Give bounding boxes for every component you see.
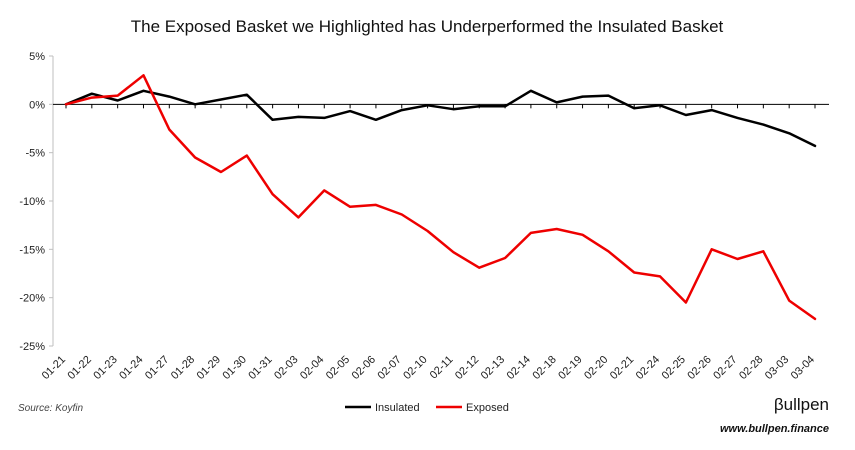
x-tick-label: 03-03 bbox=[763, 354, 791, 382]
source-note: Source: Koyfin bbox=[18, 403, 83, 414]
x-tick-label: 02-26 bbox=[685, 354, 713, 382]
series-line-insulated bbox=[64, 89, 817, 148]
x-tick-label: 02-14 bbox=[505, 354, 533, 382]
chart-title: The Exposed Basket we Highlighted has Un… bbox=[131, 17, 724, 36]
x-tick-label: 02-12 bbox=[453, 354, 481, 382]
legend-label-insulated: Insulated bbox=[375, 402, 420, 414]
x-axis: 01-2101-2201-2301-2401-2701-2801-2901-30… bbox=[40, 103, 829, 382]
x-tick-label: 03-04 bbox=[789, 354, 817, 382]
y-tick-label: -5% bbox=[25, 148, 45, 160]
x-tick-label: 01-22 bbox=[66, 354, 94, 382]
y-tick-label: 5% bbox=[29, 51, 45, 63]
y-tick-label: -10% bbox=[19, 196, 45, 208]
y-tick-label: -25% bbox=[19, 341, 45, 353]
x-tick-label: 02-06 bbox=[350, 354, 378, 382]
legend-label-exposed: Exposed bbox=[466, 402, 509, 414]
x-tick-label: 02-18 bbox=[530, 354, 558, 382]
x-tick-label: 02-11 bbox=[428, 354, 456, 382]
x-tick-label: 02-20 bbox=[582, 354, 610, 382]
x-tick-label: 02-03 bbox=[272, 354, 300, 382]
x-tick-label: 02-13 bbox=[479, 354, 507, 382]
x-tick-label: 01-24 bbox=[117, 354, 145, 382]
x-tick-label: 02-04 bbox=[298, 354, 326, 382]
x-tick-label: 02-27 bbox=[711, 354, 739, 382]
x-tick-label: 01-28 bbox=[169, 354, 197, 382]
x-tick-label: 02-05 bbox=[324, 354, 352, 382]
brand-logo: βullpen bbox=[774, 395, 829, 414]
x-tick-label: 02-28 bbox=[737, 354, 765, 382]
x-tick-label: 02-24 bbox=[634, 354, 662, 382]
x-tick-label: 01-23 bbox=[91, 354, 119, 382]
website-url: www.bullpen.finance bbox=[720, 423, 829, 435]
x-tick-label: 02-19 bbox=[556, 354, 584, 382]
legend: Insulated Exposed bbox=[345, 402, 509, 414]
x-tick-label: 02-21 bbox=[608, 354, 636, 382]
series-line-exposed bbox=[64, 74, 817, 321]
x-tick-label: 01-27 bbox=[143, 354, 171, 382]
x-tick-label: 01-21 bbox=[40, 354, 68, 382]
x-tick-label: 01-29 bbox=[195, 354, 223, 382]
plot-lines bbox=[64, 74, 817, 321]
y-axis: 5% 0% -5% -10% -15% -20% -25% bbox=[19, 51, 54, 353]
y-tick-label: -20% bbox=[19, 293, 45, 305]
x-tick-label: 02-25 bbox=[660, 354, 688, 382]
x-tick-label: 01-31 bbox=[246, 354, 274, 382]
x-tick-label: 02-07 bbox=[375, 354, 403, 382]
x-tick-label: 01-30 bbox=[221, 354, 249, 382]
x-tick-label: 02-10 bbox=[401, 354, 429, 382]
y-tick-label: 0% bbox=[29, 99, 45, 111]
y-tick-label: -15% bbox=[19, 244, 45, 256]
